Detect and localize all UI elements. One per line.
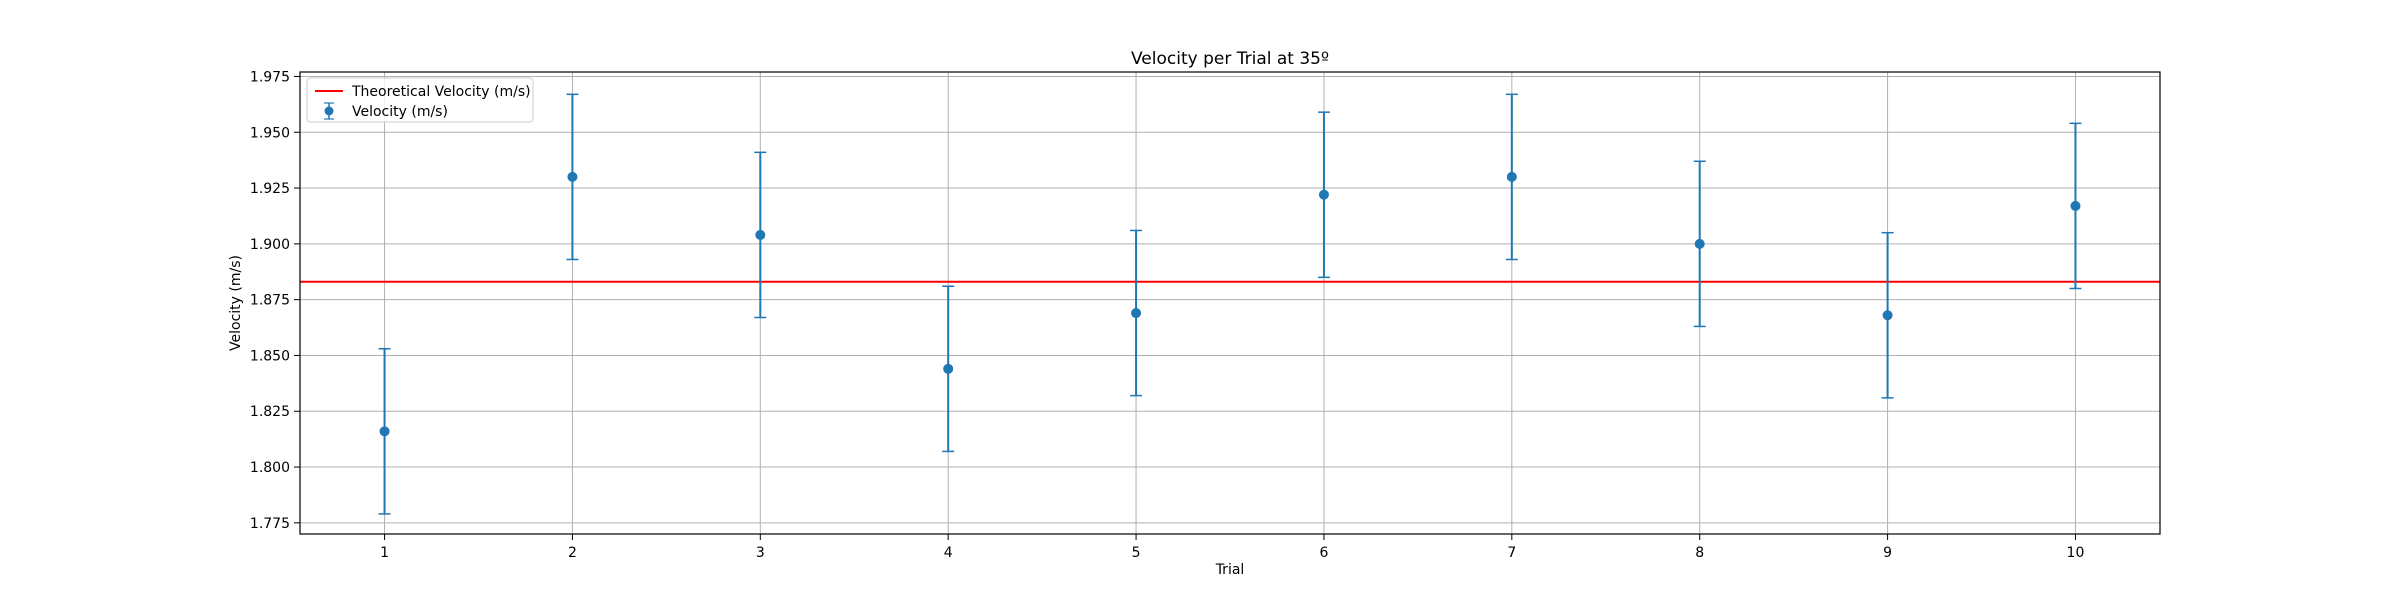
y-tick-label: 1.800 bbox=[250, 460, 290, 476]
data-point bbox=[1506, 171, 1517, 182]
x-tick-label: 4 bbox=[944, 545, 953, 561]
y-tick-label: 1.825 bbox=[250, 404, 290, 420]
chart-title: Velocity per Trial at 35º bbox=[1131, 49, 1329, 69]
y-tick-label: 1.950 bbox=[250, 125, 290, 141]
x-tick-label: 7 bbox=[1507, 545, 1516, 561]
data-series bbox=[378, 93, 2082, 515]
x-tick-label: 9 bbox=[1883, 545, 1892, 561]
x-tick-label: 2 bbox=[568, 545, 577, 561]
data-point bbox=[755, 229, 766, 240]
y-tick-label: 1.925 bbox=[250, 181, 290, 197]
data-point bbox=[1882, 310, 1893, 321]
x-tick-label: 5 bbox=[1132, 545, 1141, 561]
x-axis-label: Trial bbox=[1215, 562, 1245, 578]
legend-marker-swatch bbox=[324, 106, 334, 116]
x-tick-label: 1 bbox=[380, 545, 389, 561]
data-point bbox=[943, 363, 954, 374]
legend-label-velocity: Velocity (m/s) bbox=[352, 104, 448, 120]
data-point bbox=[1131, 308, 1142, 319]
data-point bbox=[1694, 238, 1705, 249]
data-point bbox=[1318, 189, 1329, 200]
y-tick-label: 1.875 bbox=[250, 293, 290, 309]
data-point bbox=[379, 426, 390, 437]
axis-ticks: 1.775 1.800 1.825 1.850 1.875 1.900 1.925 1.950… bbox=[250, 69, 2084, 561]
y-tick-label: 1.775 bbox=[250, 516, 290, 532]
legend-label-theoretical: Theoretical Velocity (m/s) bbox=[351, 84, 531, 100]
plot-frame bbox=[299, 71, 2161, 535]
y-tick-label: 1.850 bbox=[250, 348, 290, 364]
x-tick-label: 6 bbox=[1319, 545, 1328, 561]
y-tick-label: 1.900 bbox=[250, 237, 290, 253]
x-tick-label: 3 bbox=[756, 545, 765, 561]
y-axis-label: Velocity (m/s) bbox=[228, 255, 244, 351]
x-tick-label: 8 bbox=[1695, 545, 1704, 561]
data-point bbox=[567, 171, 578, 182]
y-tick-label: 1.975 bbox=[250, 69, 290, 85]
data-point bbox=[2070, 200, 2081, 211]
grid-lines bbox=[300, 72, 2160, 534]
legend-box bbox=[306, 77, 534, 123]
legend: Theoretical Velocity (m/s) Velocity (m/s) bbox=[306, 77, 534, 123]
x-tick-label: 10 bbox=[2067, 545, 2085, 561]
